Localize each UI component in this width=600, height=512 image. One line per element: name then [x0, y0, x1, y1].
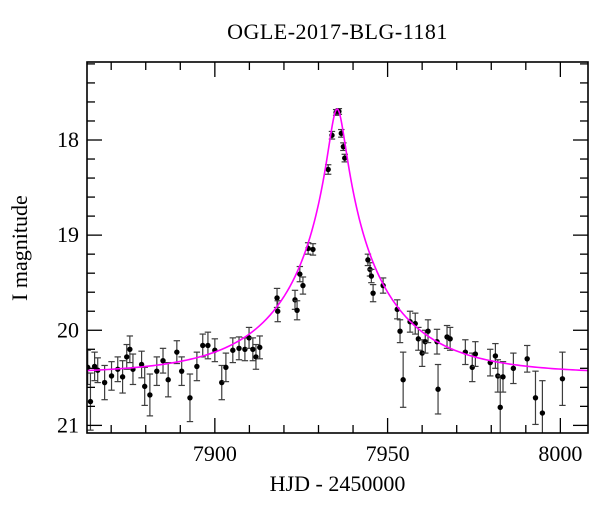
x-tick-label: 8000 [538, 441, 582, 466]
plot-frame [86, 61, 589, 434]
data-point [187, 395, 193, 401]
data-point [223, 364, 229, 371]
data-point [236, 345, 242, 352]
data-point [147, 392, 153, 398]
data-point [435, 386, 441, 392]
data-point [154, 368, 160, 374]
data-point [365, 257, 371, 263]
data-point [415, 336, 422, 342]
data-point [274, 295, 280, 301]
data-point [559, 376, 566, 382]
data-point [194, 363, 200, 370]
data-point [178, 368, 185, 374]
data-point [160, 358, 166, 364]
data-point [257, 344, 263, 351]
x-tick-label: 7900 [193, 441, 237, 466]
data-layer [87, 108, 588, 433]
data-point [447, 336, 453, 342]
data-point [532, 395, 539, 401]
data-point [300, 282, 306, 289]
data-point [200, 342, 206, 349]
data-point [250, 346, 256, 352]
model-curve [87, 108, 588, 372]
data-point [325, 166, 331, 173]
data-point [370, 290, 376, 296]
data-point [400, 377, 406, 383]
y-tick-label: 18 [57, 127, 79, 152]
data-point [242, 346, 248, 352]
data-point [205, 342, 211, 349]
data-point [397, 328, 403, 334]
data-point [472, 351, 479, 357]
data-point [108, 373, 115, 379]
data-point [539, 410, 546, 416]
data-point [165, 377, 171, 383]
data-point [469, 364, 475, 371]
data-point [219, 379, 225, 386]
data-point [425, 328, 431, 334]
data-point [510, 365, 517, 372]
data-point [127, 346, 133, 352]
data-point [246, 335, 252, 341]
data-point [368, 273, 375, 279]
chart-title: OGLE-2017-BLG-1181 [227, 19, 448, 44]
data-point [142, 383, 148, 390]
data-point [230, 347, 236, 353]
data-point [138, 361, 145, 368]
data-point [310, 246, 316, 253]
y-tick-label: 19 [57, 222, 79, 247]
data-point [174, 349, 180, 355]
data-point [124, 354, 130, 360]
data-point [119, 374, 126, 380]
y-tick-label: 20 [57, 317, 79, 342]
data-point [422, 338, 428, 345]
x-axis-label: HJD - 2450000 [269, 471, 406, 496]
data-point [342, 155, 348, 161]
x-tick-label: 7950 [366, 441, 410, 466]
data-point [500, 374, 506, 380]
data-point [294, 307, 300, 313]
data-point [524, 356, 530, 362]
data-point [275, 308, 281, 314]
data-point [87, 398, 94, 405]
data-point [497, 404, 503, 411]
data-point [492, 353, 499, 359]
y-tick-label: 21 [57, 412, 79, 437]
data-point [297, 271, 303, 277]
data-point [101, 379, 108, 386]
